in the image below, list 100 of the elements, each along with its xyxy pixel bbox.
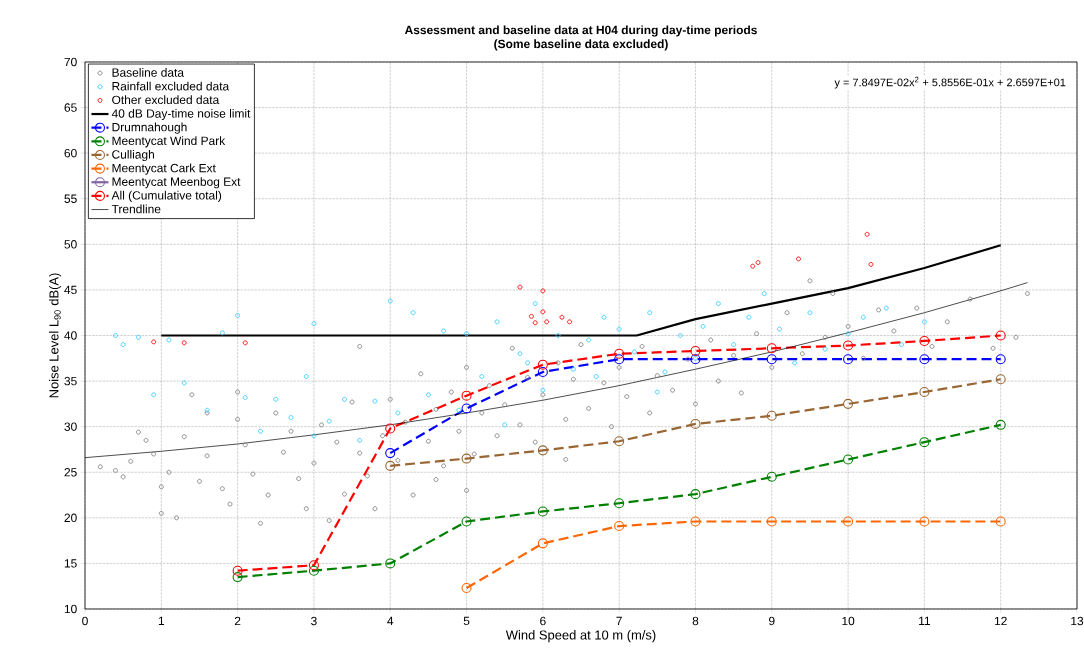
y-tick-label: 65 bbox=[64, 103, 77, 112]
legend-label: Meentycat Wind Park bbox=[112, 136, 226, 148]
point bbox=[135, 334, 141, 340]
point bbox=[843, 398, 854, 409]
point bbox=[677, 333, 683, 338]
point bbox=[544, 319, 550, 325]
point bbox=[792, 360, 798, 366]
y-tick-label: 10 bbox=[64, 604, 77, 614]
point bbox=[273, 396, 279, 402]
point bbox=[494, 319, 500, 325]
point bbox=[766, 354, 777, 365]
y-tick-label: 25 bbox=[64, 468, 77, 477]
point bbox=[868, 261, 874, 267]
point bbox=[746, 314, 752, 320]
point bbox=[766, 343, 777, 354]
x-tick-label: 10 bbox=[842, 616, 855, 626]
legend-label: All (Cumulative total) bbox=[111, 190, 222, 202]
point bbox=[614, 521, 625, 532]
y-tick-label: 55 bbox=[64, 194, 77, 203]
point bbox=[540, 387, 546, 393]
point bbox=[425, 392, 431, 398]
annotation: y = 7.8497E-02x$^{2}$ + 5.8556E-01x + 2.6597E+01 bbox=[834, 76, 1066, 89]
point bbox=[614, 436, 625, 447]
point bbox=[311, 433, 317, 439]
point bbox=[532, 320, 538, 326]
point bbox=[883, 305, 889, 311]
x-tick-label: 3 bbox=[311, 616, 317, 626]
point bbox=[502, 422, 508, 428]
point bbox=[232, 565, 243, 576]
point bbox=[308, 565, 319, 576]
point bbox=[601, 314, 607, 320]
x-tick-label: 1 bbox=[158, 616, 165, 625]
point bbox=[288, 415, 294, 420]
point bbox=[385, 460, 396, 471]
y-tick-label: 30 bbox=[64, 422, 77, 431]
point bbox=[242, 395, 248, 400]
point bbox=[456, 407, 462, 413]
y-tick-label: 45 bbox=[64, 285, 77, 295]
legend-label: Meentycat Meenbog Ext bbox=[112, 177, 241, 189]
legend-label: Trendline bbox=[111, 204, 161, 214]
x-tick-label: 7 bbox=[616, 616, 622, 625]
point bbox=[843, 516, 854, 527]
point bbox=[593, 374, 599, 379]
point bbox=[311, 321, 317, 327]
legend-label: Meentycat Cark Ext bbox=[112, 163, 216, 175]
point bbox=[537, 538, 548, 549]
point bbox=[822, 346, 828, 352]
point bbox=[537, 445, 548, 456]
point bbox=[258, 428, 263, 434]
point bbox=[461, 390, 472, 401]
point bbox=[559, 314, 565, 320]
point bbox=[181, 340, 187, 346]
point bbox=[537, 506, 548, 517]
point bbox=[537, 359, 548, 370]
point bbox=[219, 330, 225, 336]
point bbox=[755, 260, 761, 265]
point bbox=[761, 291, 767, 296]
point bbox=[860, 314, 866, 320]
point bbox=[357, 437, 363, 443]
y-tick-label: 35 bbox=[64, 376, 77, 386]
x-tick-label: 6 bbox=[540, 616, 546, 626]
point bbox=[537, 366, 548, 377]
point bbox=[919, 516, 930, 527]
point bbox=[843, 454, 854, 465]
point bbox=[690, 516, 701, 527]
legend-label: 40 dB Day-time noise limit bbox=[111, 108, 251, 121]
point bbox=[995, 330, 1006, 341]
point bbox=[919, 354, 930, 365]
point bbox=[235, 313, 241, 318]
point bbox=[766, 516, 777, 527]
x-tick-label: 12 bbox=[994, 616, 1007, 626]
y-axis-title: Noise Level L$_{90}$ dB(A) bbox=[49, 273, 62, 398]
point bbox=[540, 309, 546, 315]
point bbox=[461, 516, 472, 527]
point bbox=[151, 392, 157, 398]
x-tick-label: 9 bbox=[769, 616, 775, 626]
y-tick-label: 50 bbox=[64, 240, 77, 249]
point bbox=[700, 323, 706, 329]
point bbox=[540, 288, 546, 294]
point bbox=[766, 471, 777, 482]
point bbox=[113, 333, 118, 338]
point bbox=[995, 374, 1006, 385]
legend-label: Rainfall excluded data bbox=[112, 81, 230, 91]
point bbox=[766, 410, 777, 421]
point bbox=[441, 328, 447, 334]
point bbox=[654, 389, 660, 395]
chart-subtitle: (Some baseline data excluded) bbox=[494, 39, 668, 51]
y-tick-label: 70 bbox=[64, 57, 77, 67]
point bbox=[995, 516, 1006, 527]
point bbox=[532, 301, 538, 307]
point bbox=[232, 572, 243, 583]
point bbox=[410, 310, 416, 316]
x-tick-label: 13 bbox=[1071, 616, 1084, 626]
point bbox=[647, 310, 653, 316]
point bbox=[919, 386, 930, 398]
x-tick-label: 4 bbox=[387, 616, 394, 625]
point bbox=[796, 256, 801, 262]
point bbox=[919, 335, 930, 346]
y-tick-label: 15 bbox=[64, 559, 77, 568]
point bbox=[995, 354, 1006, 365]
